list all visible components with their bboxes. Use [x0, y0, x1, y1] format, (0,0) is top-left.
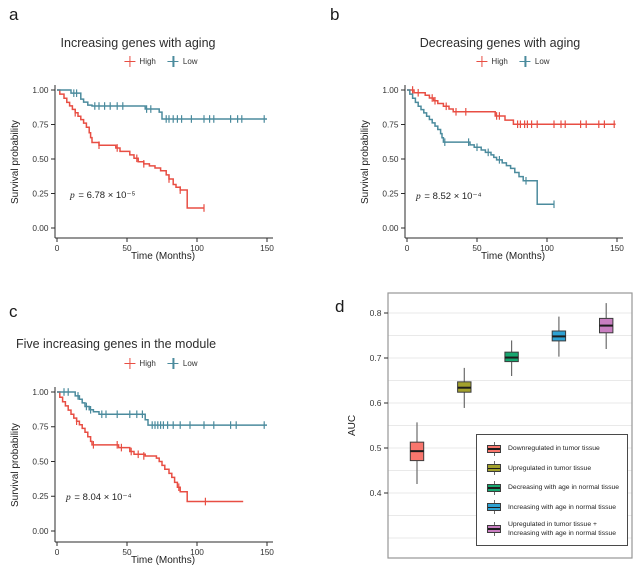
panel-b-legend: High Low: [476, 56, 550, 67]
boxplot-key-icon: [487, 521, 501, 536]
low-key-plus-icon: [519, 56, 531, 67]
svg-text:1.00: 1.00: [32, 85, 49, 95]
low-key-plus-icon: [167, 56, 179, 67]
svg-text:0: 0: [55, 547, 60, 557]
panel-b-survival-chart: 0.00 0.25 0.50 0.75 1.00 0 50 100 150: [382, 85, 624, 253]
boxplot-key-icon: [487, 461, 501, 476]
svg-text:50: 50: [122, 243, 132, 253]
svg-text:0.25: 0.25: [32, 491, 49, 501]
panel-b-title: Decreasing genes with aging: [419, 36, 581, 50]
high-key-plus-icon: [124, 358, 136, 369]
panel-letter-d: d: [335, 297, 345, 316]
svg-text:0.75: 0.75: [32, 422, 49, 432]
legend-item-low: Low: [519, 56, 550, 67]
svg-text:0.4: 0.4: [370, 488, 382, 498]
panel-c-survival-chart: 0.00 0.25 0.50 0.75 1.00 0 50 100 150: [32, 387, 274, 557]
legend-label-low: Low: [182, 359, 198, 368]
legend-label-low: Low: [182, 57, 198, 66]
svg-text:100: 100: [190, 547, 204, 557]
panel-c-p-value: p = 8.04 × 10⁻⁴: [66, 492, 132, 503]
svg-text:50: 50: [472, 243, 482, 253]
svg-text:150: 150: [610, 243, 624, 253]
boxplot-key-icon: [487, 480, 501, 495]
svg-text:0.00: 0.00: [382, 223, 399, 233]
svg-text:1.00: 1.00: [382, 85, 399, 95]
boxplot-key-icon: [487, 442, 501, 456]
panel-c-x-axis-label: Time (Months): [130, 555, 196, 566]
legend-item-upregulated-plus-increasing: Upregulated in tumor tissue + Increasing…: [487, 520, 622, 538]
legend-label-high: High: [139, 359, 156, 368]
svg-text:0.00: 0.00: [32, 526, 49, 536]
svg-text:0.00: 0.00: [32, 223, 49, 233]
panel-letter-c: c: [9, 302, 18, 321]
svg-text:0.25: 0.25: [382, 188, 399, 198]
svg-text:0.7: 0.7: [370, 353, 382, 363]
legend-item-low: Low: [167, 358, 198, 369]
svg-text:1.00: 1.00: [32, 387, 49, 397]
legend-item-decreasing-age: Decreasing with age in normal tissue: [487, 480, 622, 495]
legend-item-high: High: [124, 56, 156, 67]
legend-label-high: High: [139, 57, 156, 66]
panel-c-legend: High Low: [124, 358, 198, 369]
legend-item-low: Low: [167, 56, 198, 67]
svg-text:0.50: 0.50: [32, 456, 49, 466]
legend-item-upregulated-tumor: Upregulated in tumor tissue: [487, 461, 622, 476]
panel-b-x-axis-label: Time (Months): [480, 251, 546, 262]
svg-text:0.6: 0.6: [370, 398, 382, 408]
panel-letter-b: b: [330, 5, 340, 24]
svg-text:0.50: 0.50: [382, 154, 399, 164]
legend-item-high: High: [476, 56, 508, 67]
boxplot-key-icon: [487, 500, 501, 515]
svg-text:100: 100: [190, 243, 204, 253]
legend-item-downregulated-tumor: Downregulated in tumor tissue: [487, 442, 622, 456]
svg-text:0.75: 0.75: [32, 119, 49, 129]
legend-label-high: High: [491, 57, 508, 66]
panel-b: b Decreasing genes with aging High Low S…: [320, 0, 640, 287]
legend-item-high: High: [124, 358, 156, 369]
panel-d: d AUC 0.4 0.5 0.6 0.7 0.8 Downregulated in t…: [320, 287, 640, 574]
high-key-plus-icon: [476, 56, 488, 67]
panel-c-title: Five increasing genes in the module: [15, 337, 217, 351]
svg-text:0.25: 0.25: [32, 188, 49, 198]
svg-text:0.75: 0.75: [382, 119, 399, 129]
svg-text:150: 150: [260, 243, 274, 253]
panel-a-x-axis-label: Time (Months): [130, 251, 196, 262]
legend-label-low: Low: [534, 57, 550, 66]
svg-text:50: 50: [122, 547, 132, 557]
panel-letter-a: a: [9, 5, 19, 24]
svg-text:0.5: 0.5: [370, 443, 382, 453]
panel-c: c Five increasing genes in the module Hi…: [0, 287, 320, 574]
svg-text:0: 0: [405, 243, 410, 253]
panel-a-legend: High Low: [124, 56, 198, 67]
panel-a-survival-chart: 0.00 0.25 0.50 0.75 1.00 0 50 100 150: [32, 85, 274, 253]
high-key-plus-icon: [124, 56, 136, 67]
svg-text:0: 0: [55, 243, 60, 253]
svg-text:150: 150: [260, 547, 274, 557]
auc-boxplot-legend: Downregulated in tumor tissue Upregulate…: [476, 434, 628, 546]
low-key-plus-icon: [167, 358, 179, 369]
svg-text:0.8: 0.8: [370, 308, 382, 318]
panel-a-title: Increasing genes with aging: [60, 36, 216, 50]
legend-item-increasing-age: Increasing with age in normal tissue: [487, 500, 622, 515]
panel-b-p-value: p = 8.52 × 10⁻⁴: [416, 191, 482, 202]
svg-text:0.50: 0.50: [32, 154, 49, 164]
panel-a: a Increasing genes with aging High Low S…: [0, 0, 320, 287]
panel-a-p-value: p = 6.78 × 10⁻⁵: [70, 190, 136, 201]
svg-text:100: 100: [540, 243, 554, 253]
